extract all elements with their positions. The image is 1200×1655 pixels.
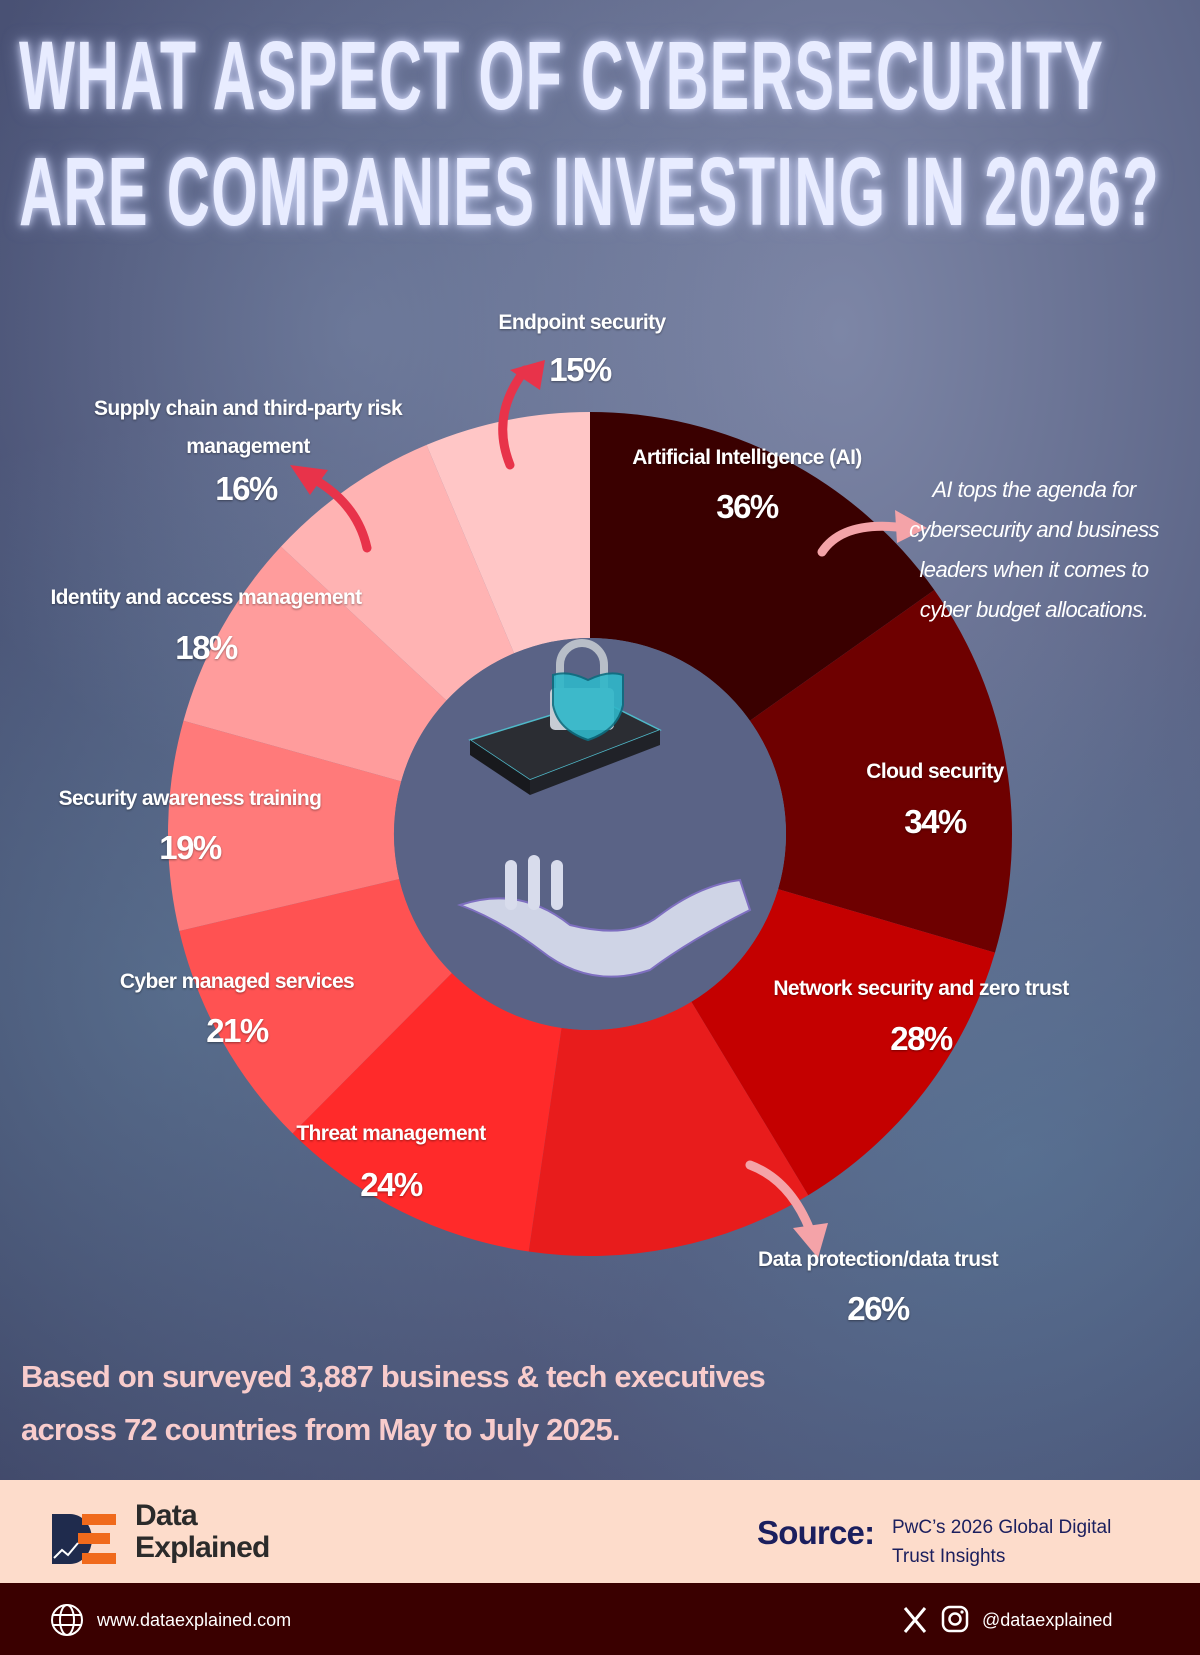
lock-icon — [468, 639, 662, 795]
arrow-supply-icon — [307, 473, 372, 553]
ai-annotation: AI tops the agenda for cybersecurity and… — [909, 477, 1159, 622]
label-awareness: Security awareness training — [58, 787, 322, 810]
instagram-icon[interactable] — [941, 1605, 969, 1633]
slice-security-awareness-training — [168, 720, 402, 932]
slice-cloud-security — [749, 590, 1013, 953]
slice-artificial-intelligence-ai — [590, 412, 935, 721]
globe-icon — [51, 1604, 83, 1636]
donut-chart — [168, 360, 1013, 1258]
source-line-1: PwC’s 2026 Global Digital — [892, 1517, 1112, 1538]
data-explained-logo-icon — [52, 1514, 116, 1564]
slice-threat-management — [292, 973, 562, 1252]
value-network: 28% — [890, 1020, 953, 1057]
title-line-2: ARE COMPANIES INVESTING IN 2026? — [19, 137, 1160, 246]
source-band — [0, 1480, 1200, 1583]
arrow-endpoint-head-icon — [510, 360, 545, 390]
label-identity: Identity and access management — [50, 586, 362, 609]
source-line-2: Trust Insights — [892, 1546, 1006, 1567]
survey-footnote: Based on surveyed 3,887 business & tech … — [21, 1350, 766, 1456]
bottom-bar — [0, 1583, 1200, 1655]
label-cyber-managed: Cyber managed services — [119, 970, 355, 993]
label-data-protection: Data protection/data trust — [758, 1248, 999, 1271]
value-ai: 36% — [716, 488, 779, 525]
slice-supply-chain-and-third-party-risk-management — [280, 444, 515, 701]
label-supply-chain: Supply chain and third-party risk manage… — [93, 397, 403, 458]
website-link[interactable]: www.dataexplained.com — [97, 1610, 292, 1630]
label-cloud: Cloud security — [866, 760, 1004, 783]
title-line-1: WHAT ASPECT OF CYBERSECURITY — [19, 21, 1105, 130]
arrow-endpoint-icon — [498, 365, 530, 470]
label-network: Network security and zero trust — [773, 977, 1069, 1000]
arrow-data-protection-icon — [745, 1160, 815, 1235]
footnote-line-2: across 72 countries from May to July 202… — [21, 1412, 621, 1447]
x-icon[interactable] — [903, 1606, 927, 1634]
value-cyber-managed: 21% — [206, 1012, 269, 1049]
value-supply-chain: 16% — [215, 470, 278, 507]
slice-data-protection-data-trust — [528, 1001, 809, 1256]
arrow-supply-head-icon — [290, 465, 328, 495]
brand-line-2: Explained — [135, 1531, 270, 1564]
arrow-ai-note-icon — [817, 521, 902, 557]
footnote-line-1: Based on surveyed 3,887 business & tech … — [21, 1359, 766, 1394]
value-cloud: 34% — [904, 803, 967, 840]
value-threat: 24% — [360, 1166, 423, 1203]
slice-cyber-managed-services — [179, 879, 452, 1134]
value-awareness: 19% — [159, 829, 222, 866]
slice-identity-and-access-management — [183, 546, 447, 782]
brand-name: Data Explained — [135, 1500, 270, 1564]
brand-line-1: Data — [135, 1499, 198, 1532]
value-data-protection: 26% — [847, 1290, 910, 1327]
value-identity: 18% — [175, 629, 238, 666]
value-endpoint: 15% — [549, 351, 612, 388]
source-value: PwC’s 2026 Global Digital Trust Insights — [892, 1513, 1111, 1571]
slice-network-security-and-zero-trust — [691, 889, 995, 1196]
label-endpoint: Endpoint security — [498, 311, 666, 334]
source-label: Source: — [757, 1514, 875, 1551]
arrow-data-protection-head-icon — [793, 1223, 828, 1258]
label-threat: Threat management — [296, 1122, 486, 1145]
social-handle[interactable]: @dataexplained — [982, 1610, 1113, 1630]
arrow-ai-note-head-icon — [895, 510, 927, 543]
slice-endpoint-security — [426, 412, 590, 654]
label-ai: Artificial Intelligence (AI) — [632, 446, 862, 469]
robot-hand-icon — [457, 855, 752, 978]
